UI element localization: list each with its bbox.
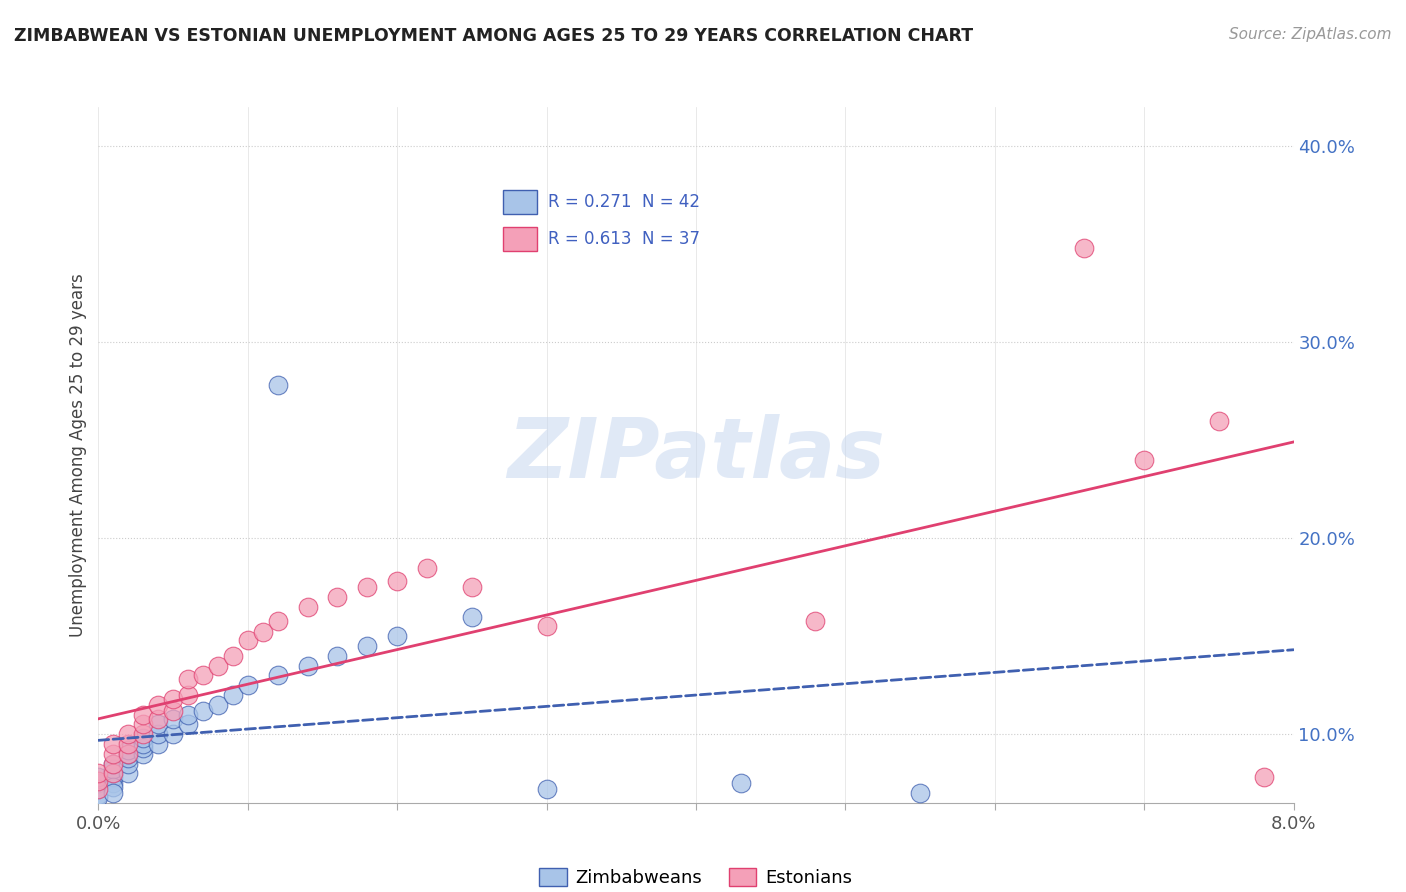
Point xyxy=(132,740,155,755)
Point xyxy=(117,766,139,780)
Point xyxy=(162,692,184,706)
Point xyxy=(148,717,170,731)
Point xyxy=(117,747,139,761)
Point xyxy=(177,688,200,702)
Point xyxy=(222,648,245,663)
Point xyxy=(148,737,170,751)
Point xyxy=(267,668,290,682)
Point xyxy=(536,619,558,633)
Point xyxy=(177,717,200,731)
Point xyxy=(103,766,125,780)
Point xyxy=(103,770,125,784)
Point xyxy=(222,688,245,702)
Point xyxy=(87,782,110,797)
Text: ZIPatlas: ZIPatlas xyxy=(508,415,884,495)
Point xyxy=(207,658,229,673)
Point xyxy=(1208,414,1230,428)
Point xyxy=(103,766,125,780)
Point xyxy=(132,717,155,731)
Point xyxy=(804,614,827,628)
Point xyxy=(103,737,125,751)
Point xyxy=(103,780,125,794)
Point xyxy=(1073,241,1095,255)
Point xyxy=(117,727,139,741)
Point xyxy=(87,782,110,797)
Point xyxy=(236,678,259,692)
Point xyxy=(207,698,229,712)
Y-axis label: Unemployment Among Ages 25 to 29 years: Unemployment Among Ages 25 to 29 years xyxy=(69,273,87,637)
Point xyxy=(385,629,409,643)
Point xyxy=(103,747,125,761)
Point xyxy=(132,747,155,761)
Point xyxy=(87,774,110,789)
Point xyxy=(297,599,319,614)
Point xyxy=(252,625,274,640)
Point xyxy=(1253,770,1275,784)
Point xyxy=(236,633,259,648)
Text: Source: ZipAtlas.com: Source: ZipAtlas.com xyxy=(1229,27,1392,42)
Point xyxy=(103,786,125,800)
Point xyxy=(416,560,439,574)
Point xyxy=(117,737,139,751)
Legend: Zimbabweans, Estonians: Zimbabweans, Estonians xyxy=(533,861,859,892)
Point xyxy=(730,776,752,790)
Point xyxy=(908,786,931,800)
Point xyxy=(267,378,290,392)
Point xyxy=(177,673,200,687)
Point xyxy=(117,750,139,764)
Point xyxy=(132,737,155,751)
Point xyxy=(162,704,184,718)
Point xyxy=(87,776,110,790)
Point xyxy=(103,763,125,777)
Point xyxy=(461,580,484,594)
Point xyxy=(356,580,378,594)
Point xyxy=(132,731,155,745)
Point xyxy=(117,756,139,771)
Point xyxy=(148,727,170,741)
Point xyxy=(162,712,184,726)
Point xyxy=(162,727,184,741)
Point xyxy=(87,789,110,804)
Point xyxy=(103,756,125,771)
Point xyxy=(87,788,110,802)
Point xyxy=(1133,452,1156,467)
Point xyxy=(267,614,290,628)
Point xyxy=(356,639,378,653)
Point xyxy=(87,770,110,784)
Point xyxy=(326,590,349,604)
Point xyxy=(117,747,139,761)
Point xyxy=(385,574,409,589)
Point xyxy=(461,609,484,624)
Text: ZIMBABWEAN VS ESTONIAN UNEMPLOYMENT AMONG AGES 25 TO 29 YEARS CORRELATION CHART: ZIMBABWEAN VS ESTONIAN UNEMPLOYMENT AMON… xyxy=(14,27,973,45)
Point xyxy=(87,766,110,780)
Point xyxy=(103,756,125,771)
Point xyxy=(148,712,170,726)
Point xyxy=(132,727,155,741)
Point xyxy=(148,698,170,712)
Point xyxy=(536,782,558,797)
Point xyxy=(297,658,319,673)
Point xyxy=(117,743,139,757)
Point xyxy=(132,707,155,722)
Point xyxy=(191,704,214,718)
Point xyxy=(191,668,214,682)
Point xyxy=(326,648,349,663)
Point xyxy=(177,707,200,722)
Point xyxy=(103,776,125,790)
